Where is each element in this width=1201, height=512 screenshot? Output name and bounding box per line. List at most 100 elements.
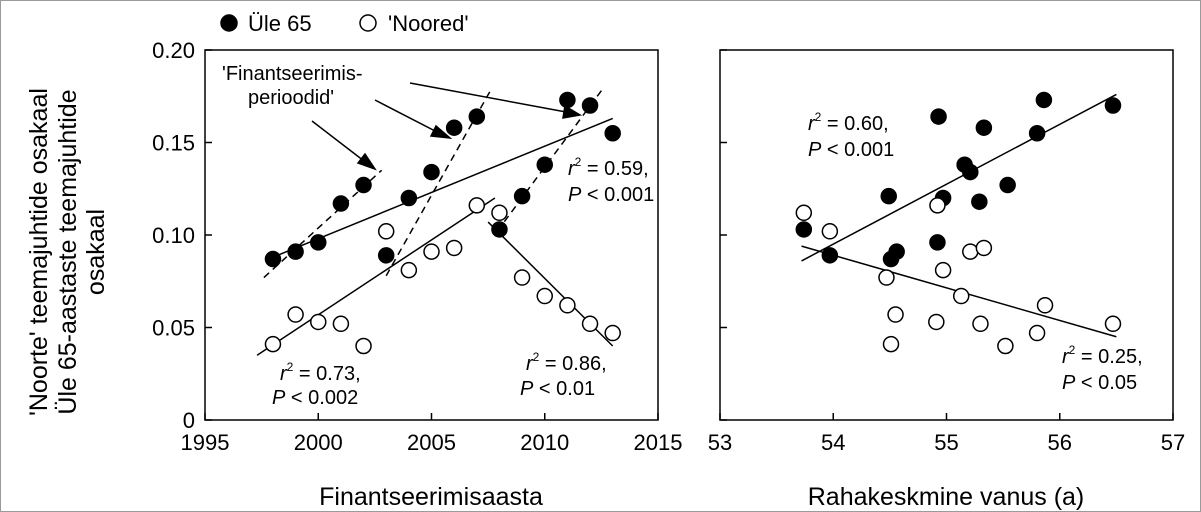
svg-text:r2 = 0.86,: r2 = 0.86, [526, 350, 607, 375]
callout-arrow-2 [374, 99, 438, 133]
left-panel: 0 0.05 0.10 0.15 0.20 1995 2000 2005 2010 2015 '… [152, 38, 682, 511]
right-point-over-65 [795, 221, 813, 238]
right-point-young [952, 287, 970, 305]
y-axis-label-line-1: 'Noorte' teemajuhtide osakaal [25, 88, 53, 416]
right-x-axis-label: Rahakeskmine vanus (a) [808, 483, 1085, 511]
svg-text:P < 0.001: P < 0.001 [808, 139, 894, 161]
left-x-axis-label: Finantseerimisaasta [319, 483, 543, 511]
right-annotation-1-p: < 0.001 [827, 139, 894, 161]
right-point-young [929, 197, 946, 214]
left-point-young [400, 261, 418, 279]
left-point-over-65 [491, 221, 508, 238]
left-point-young [468, 197, 486, 214]
left-y-tick-label: 0.15 [152, 131, 195, 156]
right-point-young [975, 239, 993, 257]
left-annotation-1: r2 = 0.59, P < 0.001 [568, 155, 654, 206]
right-annotation-2: r2 = 0.25, P < 0.05 [1062, 343, 1143, 394]
left-x-tick-label: 2000 [294, 430, 343, 455]
left-annotation-2: r2 = 0.73, P < 0.002 [272, 360, 361, 409]
right-x-tick-label: 56 [1048, 430, 1072, 455]
svg-text:r2 = 0.73,: r2 = 0.73, [280, 360, 361, 385]
left-point-over-65 [513, 187, 531, 205]
right-point-young [962, 243, 979, 260]
svg-text:r2 = 0.60,: r2 = 0.60, [808, 110, 889, 135]
left-y-tick-label: 0.05 [152, 316, 195, 341]
left-point-young [604, 324, 621, 342]
callout: 'Finantseerimis- perioodid' [222, 63, 583, 171]
legend: Üle 65 'Noored' [220, 11, 469, 36]
left-point-over-65 [559, 91, 576, 109]
callout-line-1: 'Finantseerimis- [222, 63, 363, 85]
left-fit-line-solid [256, 197, 496, 356]
callout-arrow-3 [409, 82, 567, 113]
left-point-over-65 [377, 247, 395, 264]
left-y-tick-label: 0 [183, 408, 195, 433]
left-annotation-3: r2 = 0.86, P < 0.01 [520, 350, 607, 400]
right-point-young [1036, 297, 1054, 314]
legend-label-over-65: Üle 65 [248, 11, 312, 36]
right-point-over-65 [962, 163, 979, 181]
right-point-young [882, 335, 900, 353]
right-annotation-1-r2: 0.60, [844, 113, 888, 135]
left-point-young [377, 223, 395, 240]
left-point-young [310, 313, 327, 331]
right-point-over-65 [821, 247, 839, 264]
right-points [795, 91, 1122, 355]
left-point-over-65 [581, 97, 599, 114]
left-point-young [423, 243, 440, 260]
left-x-tick-label: 2005 [407, 430, 456, 455]
left-y-tick-label: 0.10 [152, 223, 195, 248]
svg-text:r2 = 0.59,: r2 = 0.59, [568, 155, 649, 180]
left-point-over-65 [468, 108, 486, 125]
left-x-tick-label: 1995 [181, 430, 230, 455]
right-annotation-1: r2 = 0.60, P < 0.001 [808, 110, 894, 161]
left-annotation-2-r2: 0.73, [316, 363, 360, 385]
left-point-over-65 [287, 243, 304, 260]
left-point-young [445, 239, 463, 257]
left-fit-line-solid [272, 117, 613, 258]
right-point-over-65 [975, 119, 993, 136]
left-point-young [332, 315, 350, 333]
right-annotation-2-p: < 0.05 [1081, 372, 1137, 394]
svg-text:P < 0.001: P < 0.001 [568, 184, 654, 206]
left-annotation-2-p: < 0.002 [291, 387, 358, 409]
left-points [264, 91, 621, 355]
left-point-young [559, 297, 576, 314]
right-point-over-65 [1028, 125, 1046, 142]
left-point-young [491, 204, 508, 222]
right-point-young [1028, 324, 1046, 342]
callout-line-2: perioodid' [248, 87, 334, 109]
right-panel: 53 54 55 56 57 r2 = 0.60, P < 0.001 r2 = 0.2… [708, 49, 1185, 511]
right-x-ticks: 53 54 55 56 57 [708, 413, 1185, 455]
left-point-over-65 [332, 195, 350, 212]
callout-arrow-1 [311, 120, 365, 162]
left-point-young [536, 287, 553, 305]
svg-text:P < 0.002: P < 0.002 [272, 387, 358, 409]
right-point-over-65 [1104, 97, 1122, 114]
left-point-young [355, 337, 372, 355]
right-point-over-65 [888, 243, 905, 260]
left-point-over-65 [264, 250, 282, 268]
left-x-tick-label: 2015 [634, 430, 683, 455]
y-axis-label-line-3: osakaal [82, 209, 110, 295]
left-x-tick-label: 2010 [520, 430, 569, 455]
left-point-over-65 [423, 163, 440, 181]
left-point-over-65 [604, 125, 621, 142]
left-y-tick-label: 0.20 [152, 38, 195, 63]
right-x-tick-label: 54 [821, 430, 845, 455]
right-point-over-65 [930, 108, 947, 125]
right-x-tick-label: 53 [708, 430, 732, 455]
left-point-over-65 [445, 119, 463, 136]
left-point-over-65 [310, 234, 327, 251]
svg-text:P < 0.01: P < 0.01 [520, 378, 595, 400]
right-point-over-65 [880, 187, 897, 205]
svg-text:r2 = 0.25,: r2 = 0.25, [1062, 343, 1143, 368]
left-x-ticks: 1995 2000 2005 2010 2015 [181, 413, 683, 455]
legend-marker-filled [220, 14, 238, 32]
svg-text:P < 0.05: P < 0.05 [1062, 372, 1137, 394]
right-point-young [997, 337, 1014, 355]
right-point-young [1104, 315, 1122, 333]
callout-arrowhead-1 [356, 152, 377, 171]
